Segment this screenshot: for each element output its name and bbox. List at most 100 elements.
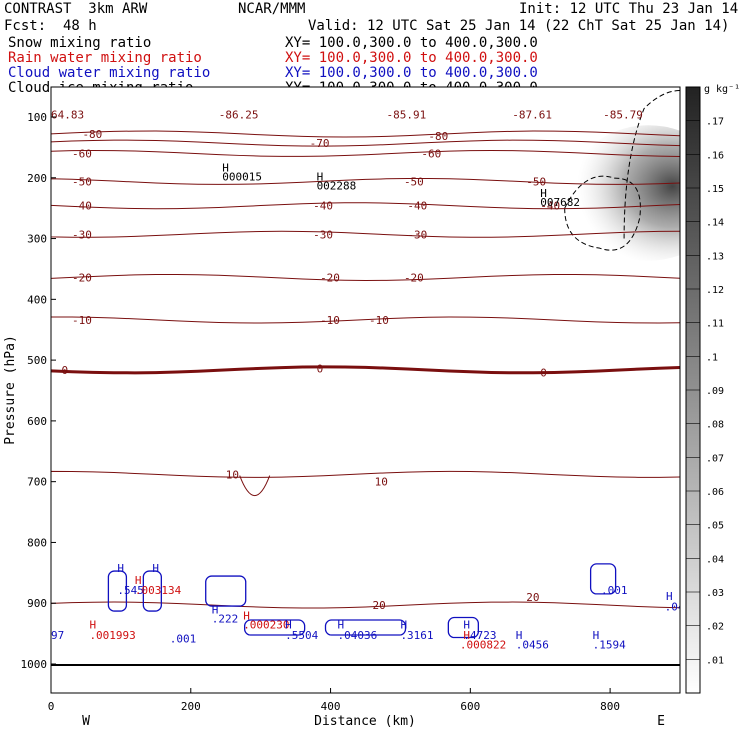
colorbar: g kg⁻¹ .01 .02 .03 .04 .05 .06 .07 .08 .09 .1 .11.… xyxy=(685,84,740,694)
maximum-value: .001 xyxy=(601,584,628,597)
maximum-value: .001 xyxy=(170,632,197,645)
temperature-contour-label: 20 xyxy=(372,599,385,612)
maximum-value: .3161 xyxy=(400,629,433,642)
temperature-contour-label: -40 xyxy=(72,200,92,213)
colorbar-tick-label: .02 xyxy=(706,622,724,633)
temperature-contour-label: -80 xyxy=(82,128,102,141)
colorbar-tick-label: .16 xyxy=(706,150,724,161)
maximum-value: .222 xyxy=(212,612,239,625)
contour-value-label: -40 xyxy=(540,200,560,213)
product-title: CONTRAST 3km ARW xyxy=(4,1,148,17)
contour-value-label: -40 xyxy=(313,200,333,213)
cloud-water-contours xyxy=(107,563,617,639)
y-axis: 100 200 300 400 500 600 700 800 900 1000 xyxy=(21,111,56,671)
colorbar-tick-label: .12 xyxy=(706,285,724,296)
center-label: NCAR/MMM xyxy=(238,1,306,17)
contour-value-label: -40 xyxy=(407,200,427,213)
forecast-hour: Fcst: 48 h xyxy=(4,18,97,34)
cloud-water-contour xyxy=(205,575,247,607)
temperature-contour-line xyxy=(51,139,680,147)
maximum-value: .0456 xyxy=(516,639,549,652)
snow-contour xyxy=(623,90,680,239)
temperature-contour-line xyxy=(51,230,680,238)
contour-value-label: -87.61 xyxy=(512,109,552,122)
cloud-water-contour xyxy=(142,570,162,612)
x-tick-label: 200 xyxy=(181,700,201,713)
temperature-contour-line xyxy=(51,149,680,157)
legend-rain-label: Rain water mixing ratio xyxy=(8,50,202,66)
legend-snow-label: Snow mixing ratio xyxy=(8,35,152,51)
x-tick-label: 600 xyxy=(460,700,480,713)
valid-time: Valid: 12 UTC Sat 25 Jan 14 (22 ChT Sat … xyxy=(308,18,730,34)
x-tick-label: 0 xyxy=(48,700,55,713)
maximum-value: 000015 xyxy=(222,171,262,184)
y-tick-label: 1000 xyxy=(21,658,48,671)
init-time: Init: 12 UTC Thu 23 Jan 14 xyxy=(519,1,739,17)
maximum-marker: H xyxy=(463,629,470,642)
temperature-contour-label: -70 xyxy=(310,137,330,150)
colorbar-tick-label: .01 xyxy=(706,655,724,666)
maximum-value: .046 xyxy=(665,600,692,613)
colorbar-tick-label: .14 xyxy=(706,218,724,229)
y-axis-label: Pressure (hPa) xyxy=(3,335,18,445)
cloud-ice-max-region xyxy=(569,125,680,261)
colorbar-tick-label: .04 xyxy=(706,554,724,565)
temperature-contour-label: -20 xyxy=(72,271,92,284)
colorbar-tick-label: .11 xyxy=(706,319,724,330)
temperature-contour-line xyxy=(51,470,680,478)
maximum-value: 002288 xyxy=(317,180,357,193)
maximum-marker: H xyxy=(243,609,250,622)
legend-cloud-water-xy: XY= 100.0,300.0 to 400.0,300.0 xyxy=(285,65,538,81)
cloud-water-contour xyxy=(589,563,617,595)
colorbar-tick-label: .09 xyxy=(706,386,724,397)
contour-value-label: -86.25 xyxy=(219,109,259,122)
x-axis: 0 200 400 600 800 xyxy=(48,688,620,713)
maximum-marker: H xyxy=(89,618,96,631)
cloud-water-contour xyxy=(243,619,306,636)
maximum-marker: H xyxy=(117,562,124,575)
maximum-marker: H xyxy=(400,618,407,631)
colorbar-tick-label: .05 xyxy=(706,521,724,532)
temperature-contour-label: -50 xyxy=(72,175,92,188)
maximum-value: .1594 xyxy=(593,639,626,652)
maximum-value: .003134 xyxy=(135,584,182,597)
maximum-marker: H xyxy=(152,562,159,575)
contour-value-label: -50 xyxy=(526,175,546,188)
y-tick-label: 300 xyxy=(27,233,47,246)
y-tick-label: 100 xyxy=(27,111,47,124)
east-label: E xyxy=(657,714,665,729)
y-tick-label: 600 xyxy=(27,415,47,428)
temperature-contour-label: 10 xyxy=(226,468,239,481)
y-tick-label: 200 xyxy=(27,172,47,185)
maximum-value: .5504 xyxy=(285,629,318,642)
legend-cloud-water-label: Cloud water mixing ratio xyxy=(8,65,211,81)
maximum-marker: H xyxy=(666,590,673,603)
temperature-contour-label: 0 xyxy=(61,364,68,377)
temperature-contour-label: -10 xyxy=(72,314,92,327)
temperature-contour-label: -60 xyxy=(72,147,92,160)
y-tick-label: 700 xyxy=(27,476,47,489)
plot-frame xyxy=(50,86,681,694)
temperature-contours: -80 -70 -60 -50 -40 -30 -20 -10 0 10 20 xyxy=(51,128,680,612)
contour-value-label: 0 xyxy=(317,363,324,376)
maximum-marker: H xyxy=(516,629,523,642)
cloud-ice-shading xyxy=(564,90,680,261)
maximum-marker: H xyxy=(317,171,324,184)
cloud-water-contour xyxy=(107,570,128,612)
plot-area: -80 -70 -60 -50 -40 -30 -20 -10 0 10 20 -86.25 -85.… xyxy=(51,87,692,693)
legend-snow-xy: XY= 100.0,300.0 to 400.0,300.0 xyxy=(285,35,538,51)
maximum-value: .001993 xyxy=(89,629,135,642)
temperature-contour-line xyxy=(51,130,680,138)
maximum-marker: H xyxy=(540,187,547,200)
cloud-water-contour xyxy=(447,616,479,639)
maximum-marker: H xyxy=(135,574,142,587)
x-axis-label: Distance (km) xyxy=(314,714,416,729)
contour-value-label: -50 xyxy=(404,175,424,188)
temperature-contour-line xyxy=(51,177,680,185)
x-tick-label: 400 xyxy=(321,700,341,713)
contour-value-label: -10 xyxy=(320,314,340,327)
maximum-marker: H xyxy=(222,161,229,174)
contour-value-label: -10 xyxy=(369,314,389,327)
y-tick-label: 900 xyxy=(27,597,47,610)
